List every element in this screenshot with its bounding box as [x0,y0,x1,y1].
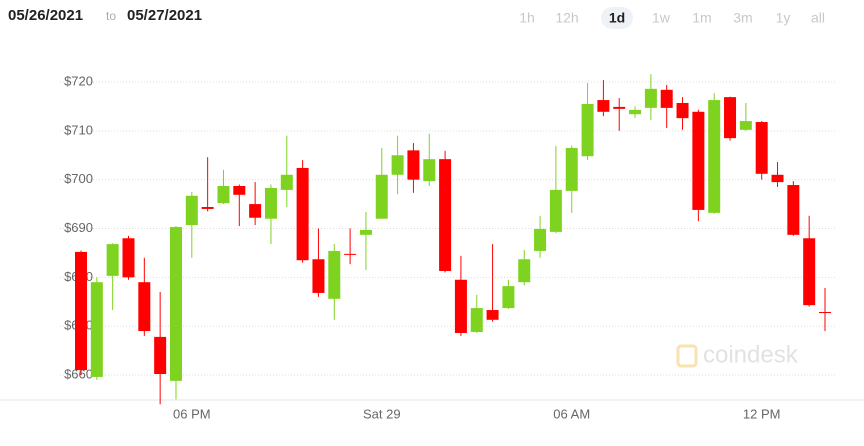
watermark-logo [676,344,698,368]
candle-body [217,186,230,204]
candle-body [312,259,325,293]
candle-body [787,185,800,235]
candle-body [534,228,547,251]
range-button[interactable]: 1d [609,10,625,26]
y-tick-label: $710 [64,122,93,137]
candle-body [708,100,721,213]
candle-body [122,238,135,278]
date-from: 05/26/2021 [8,7,83,24]
candle-body [613,106,626,109]
candle-body [375,174,388,219]
range-button[interactable]: 3m [733,10,752,26]
y-tick-label: $720 [64,73,93,88]
date-to: 05/27/2021 [127,7,202,24]
candle-body [819,311,832,313]
candle-body [90,282,103,377]
candle-body [264,187,277,219]
candle-body [597,100,610,112]
candle-body [470,308,483,333]
candle-body [771,174,784,183]
candle-body [359,229,372,235]
candle-body [486,310,499,320]
candle-body [138,282,151,332]
candle-body [249,204,262,218]
candle-body [803,238,816,306]
candle-body [233,186,246,195]
range-button[interactable]: 1m [692,10,711,26]
candle-body [439,159,452,271]
x-tick-label: 06 AM [553,406,590,421]
range-button[interactable]: 1y [776,10,791,26]
candle-body [644,88,657,108]
candle-body [169,227,182,381]
candle-body [328,250,341,299]
candle-body [518,259,531,283]
x-tick-label: 12 PM [743,406,781,421]
candle-body [565,147,578,191]
candle-body [629,109,642,115]
candle-body [724,97,737,139]
candle-body [407,150,420,180]
range-button-active-bg [601,7,633,29]
x-tick-label: Sat 29 [363,406,401,421]
candle-body [676,102,689,119]
range-buttons: 1h 12h 1d 1w 1m 3m 1y all [519,7,825,29]
candle-body [75,251,87,371]
candle-body [692,111,705,210]
candle-body [660,89,673,108]
candle-body [201,207,214,209]
y-tick-label: $660 [64,366,93,381]
candle-body [549,189,562,232]
candle-body [185,195,198,226]
candle-body [296,167,309,261]
candle-body [344,253,357,255]
x-tick-label: 06 PM [173,406,211,421]
candle-body [280,174,293,190]
candle-body [581,103,594,157]
range-button[interactable]: 12h [555,10,578,26]
date-to-word: to [106,9,116,23]
candle-body [755,122,768,174]
range-button[interactable]: 1w [652,10,671,26]
candle-body [502,286,515,309]
range-button[interactable]: all [811,10,825,26]
candle-body [454,279,467,333]
candle-body [423,159,436,182]
y-tick-label: $700 [64,171,93,186]
watermark: coindesk [703,341,799,368]
candle-body [391,155,404,175]
candle-body [106,244,119,276]
range-button[interactable]: 1h [519,10,535,26]
candle-body [154,336,167,375]
candle-body [739,121,752,130]
y-tick-label: $690 [64,220,93,235]
